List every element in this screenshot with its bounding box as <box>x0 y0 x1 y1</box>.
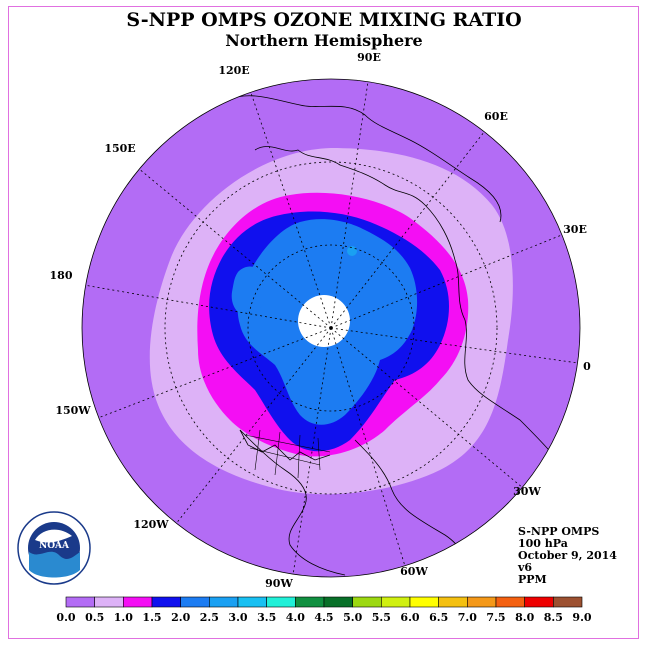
info-version: v6 <box>518 561 533 574</box>
colorbar-swatch <box>123 596 153 608</box>
colorbar-swatch <box>151 596 181 608</box>
lon-label-120w: 120W <box>133 518 169 531</box>
ozone-band-2.5-3.0 <box>347 246 357 256</box>
lon-label-150w: 150W <box>55 404 91 417</box>
colorbar-swatch <box>438 596 468 608</box>
colorbar-tick-label: 9.0 <box>572 611 591 624</box>
colorbar-tick-label: 1.0 <box>114 611 133 624</box>
lon-label-90e: 90E <box>357 51 381 64</box>
colorbar-tick-label: 6.0 <box>400 611 419 624</box>
lon-label-120e: 120E <box>218 64 249 77</box>
noaa-logo: NOAA <box>17 511 91 585</box>
graticule <box>83 79 579 576</box>
colorbar-swatch <box>295 596 325 608</box>
colorbar-tick-label: 0.5 <box>85 611 104 624</box>
colorbar-swatch <box>553 596 583 608</box>
svg-text:NOAA: NOAA <box>39 541 70 551</box>
colorbar-tick-label: 2.0 <box>171 611 190 624</box>
lon-label-150e: 150E <box>104 142 135 155</box>
colorbar-tick-label: 8.0 <box>515 611 534 624</box>
colorbar-tick-label: 6.5 <box>429 611 448 624</box>
colorbar-tick-label: 7.0 <box>458 611 477 624</box>
ozone-band-2.0-2.5-west <box>231 266 266 316</box>
lon-label-30w: 30W <box>513 485 541 498</box>
lon-label-0: 0 <box>583 360 591 373</box>
colorbar-tick-label: 1.5 <box>142 611 161 624</box>
map-boundary <box>81 78 581 578</box>
colorbar-tick-label: 3.0 <box>228 611 247 624</box>
figure-frame <box>8 6 639 639</box>
colorbar-tick-label: 3.5 <box>257 611 276 624</box>
colorbar-swatch <box>180 596 210 608</box>
colorbar-swatch <box>266 596 296 608</box>
colorbar-swatch <box>467 596 497 608</box>
lon-label-60w: 60W <box>400 565 428 578</box>
lon-label-180: 180 <box>50 269 73 282</box>
colorbar-swatch <box>323 596 353 608</box>
colorbar-swatch <box>409 596 439 608</box>
colorbar-swatch <box>524 596 554 608</box>
colorbar-tick-label: 0.0 <box>56 611 75 624</box>
colorbar-tick-label: 5.5 <box>372 611 391 624</box>
colorbar-swatch <box>209 596 239 608</box>
colorbar-tick-label: 2.5 <box>200 611 219 624</box>
no-data-polar-cap <box>298 295 350 347</box>
colorbar-swatch <box>381 596 411 608</box>
colorbar-tick-label: 8.5 <box>544 611 563 624</box>
info-units: PPM <box>518 573 547 586</box>
lon-label-30e: 30E <box>563 223 587 236</box>
lon-label-60e: 60E <box>484 110 508 123</box>
colorbar-tick-label: 4.0 <box>286 611 305 624</box>
map-title: S-NPP OMPS OZONE MIXING RATIO <box>126 9 522 31</box>
info-instrument: S-NPP OMPS <box>518 525 600 538</box>
colorbar-swatch <box>352 596 382 608</box>
colorbar-swatch <box>495 596 525 608</box>
colorbar-swatch <box>65 596 95 608</box>
country-borders <box>244 429 331 479</box>
map-info: S-NPP OMPS 100 hPa October 9, 2014 v6 PP… <box>518 526 617 586</box>
colorbar-swatch <box>237 596 267 608</box>
colorbar-tick-label: 4.5 <box>314 611 333 624</box>
colorbar-tick-label: 5.0 <box>343 611 362 624</box>
colorbar-swatch <box>94 596 124 608</box>
colorbar-tick-label: 7.5 <box>486 611 505 624</box>
lon-label-90w: 90W <box>265 577 293 590</box>
info-date: October 9, 2014 <box>518 549 617 562</box>
map-subtitle: Northern Hemisphere <box>225 31 423 50</box>
info-level: 100 hPa <box>518 537 568 550</box>
